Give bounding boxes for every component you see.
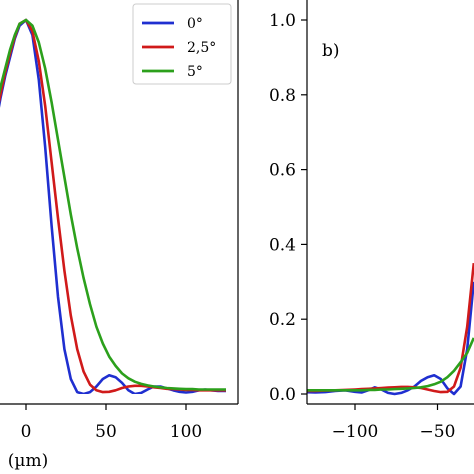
left-x-ticks: 0 50 100 xyxy=(21,404,202,442)
right-x-ticks: −100 −50 xyxy=(332,404,456,442)
right-x-tick-label: −50 xyxy=(420,422,456,442)
right-y-tick-label: 0.6 xyxy=(269,161,296,181)
left-x-tick-label: 100 xyxy=(170,422,202,442)
right-y-tick-label: 0.0 xyxy=(269,385,296,405)
right-x-tick-label: −100 xyxy=(332,422,379,442)
left-panel: 0 50 100 (µm) 0° 2,5° 5° xyxy=(0,0,239,471)
right-panel: 0.0 0.2 0.4 0.6 0.8 1.0 −100 −50 b) xyxy=(269,0,474,442)
right-y-tick-label: 0.8 xyxy=(269,86,296,106)
left-x-tick-label: 0 xyxy=(21,422,32,442)
right-plot-lines xyxy=(307,262,474,396)
left-x-tick-label: 50 xyxy=(95,422,117,442)
left-series-line-5 xyxy=(0,18,226,391)
left-x-axis-label: (µm) xyxy=(8,451,48,471)
right-series-line-5 xyxy=(307,337,474,392)
right-y-tick-label: 0.4 xyxy=(269,235,296,255)
legend-label-0: 0° xyxy=(187,16,203,32)
legend: 0° 2,5° 5° xyxy=(132,3,232,85)
legend-label-2-5: 2,5° xyxy=(187,40,216,56)
left-plot-lines xyxy=(0,18,226,394)
right-panel-label: b) xyxy=(322,41,340,61)
right-y-ticks: 0.0 0.2 0.4 0.6 0.8 1.0 xyxy=(269,11,307,405)
right-y-tick-label: 0.2 xyxy=(269,310,296,330)
legend-label-5: 5° xyxy=(187,64,203,80)
right-y-tick-label: 1.0 xyxy=(269,11,296,31)
